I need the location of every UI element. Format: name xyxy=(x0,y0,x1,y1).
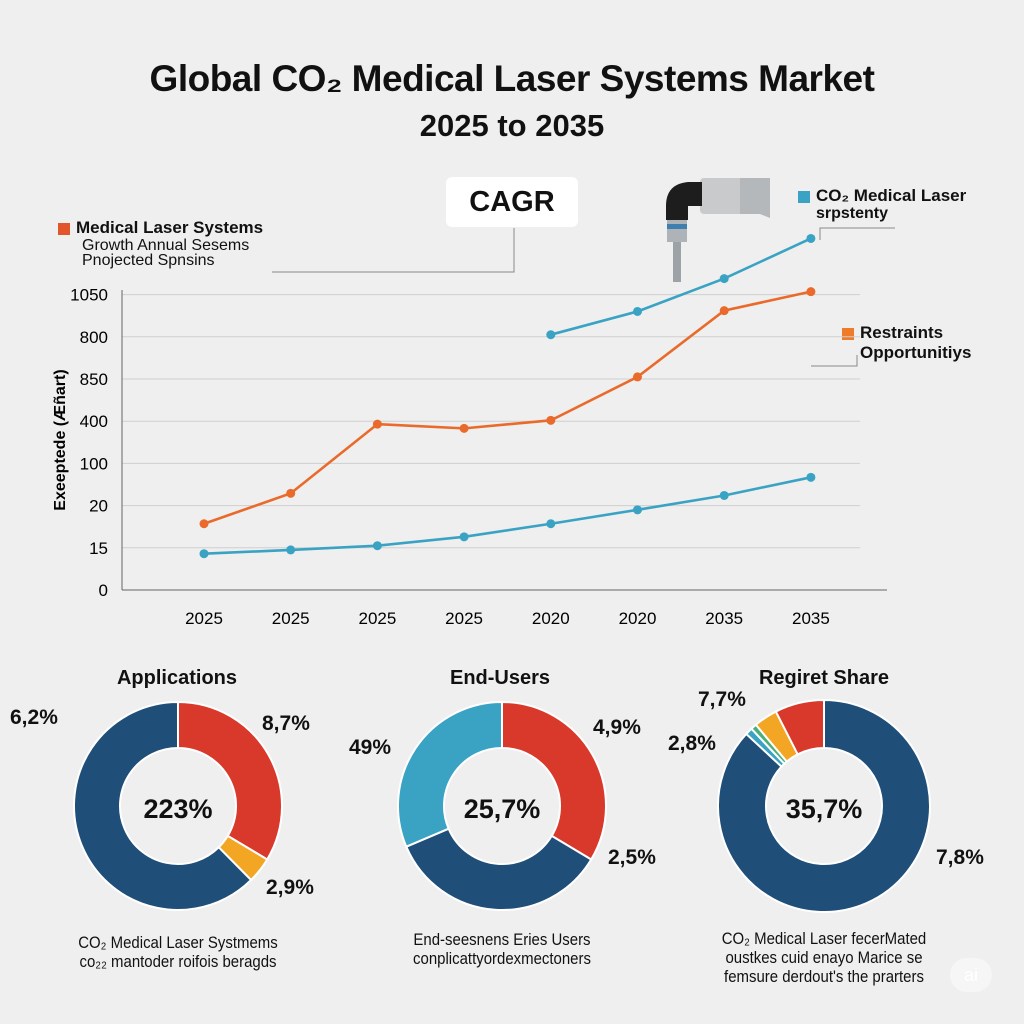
data-point xyxy=(806,287,816,297)
slice-label: 49% xyxy=(349,736,392,759)
callout-line xyxy=(272,228,515,273)
x-tick-label: 2035 xyxy=(792,609,830,628)
legend-swatch xyxy=(58,222,70,235)
donut-slice xyxy=(73,700,253,911)
y-tick-label: 850 xyxy=(80,370,108,389)
slice-label: 2,8% xyxy=(668,732,716,755)
data-point xyxy=(719,306,729,316)
legend-swatch xyxy=(798,190,810,203)
laser-handpiece-icon xyxy=(666,178,770,282)
data-point xyxy=(546,519,556,529)
donut-center-label: 223% xyxy=(143,794,213,824)
caption-end-users: End-seesnens Eries Users conplicattyorde… xyxy=(361,930,643,968)
caption-line: CO₂ Medical Laser Systmems xyxy=(78,933,278,952)
donut-slice xyxy=(774,698,825,756)
donut-slice xyxy=(404,827,593,911)
caption-applications: CO₂ Medical Laser Systmems co₂₂ mantoder… xyxy=(37,933,319,971)
donut-title-regional-share: Regiret Share xyxy=(758,667,890,689)
donut-title-applications: Applications xyxy=(116,667,237,689)
y-tick-label: 20 xyxy=(89,497,108,516)
legend-restraints: Restraints Opportunitiys xyxy=(842,323,971,363)
caption-line: oustkes cuid enayo Marice se xyxy=(725,948,923,967)
legend-co2-laser: CO₂ Medical Laser srpstenty xyxy=(798,186,967,222)
y-tick-label: 0 xyxy=(99,581,108,600)
data-point xyxy=(199,549,209,559)
donut-slice xyxy=(717,698,931,913)
legend-line: Pnojected Spnsins xyxy=(82,252,215,269)
data-point xyxy=(286,488,296,498)
y-tick-label: 400 xyxy=(80,412,108,431)
donut-center-label: 25,7% xyxy=(463,794,541,824)
caption-line: conplicattyordexmectoners xyxy=(413,949,591,968)
donut-slice xyxy=(501,700,607,861)
donut-slice xyxy=(177,700,283,861)
x-tick-label: 2025 xyxy=(445,609,483,628)
y-axis-label: Exeeptede (Æñart) xyxy=(52,369,69,510)
x-tick-label: 2020 xyxy=(532,609,570,628)
slice-label: 7,7% xyxy=(698,688,746,711)
chart-subtitle: 2025 to 2035 xyxy=(419,108,605,143)
data-point xyxy=(199,519,209,529)
data-point xyxy=(546,415,556,425)
legend-line: srpstenty xyxy=(816,205,889,222)
data-point xyxy=(372,541,382,551)
legend-line: Growth Annual Sesems xyxy=(82,237,250,254)
slice-label: 2,9% xyxy=(266,876,314,899)
y-tick-label: 1050 xyxy=(70,286,108,305)
donut-center-label: 35,7% xyxy=(785,794,863,824)
data-point xyxy=(806,472,816,482)
legend-title: CO₂ Medical Laser xyxy=(816,186,967,205)
legend-title: Medical Laser Systems xyxy=(76,218,264,237)
x-tick-label: 2025 xyxy=(272,609,310,628)
series-line xyxy=(203,476,812,556)
data-point xyxy=(719,274,729,284)
y-tick-label: 15 xyxy=(89,539,108,558)
y-tick-label: 800 xyxy=(80,328,108,347)
callout-line xyxy=(819,227,895,240)
donut-title-end-users: End-Users xyxy=(449,667,551,689)
callout-line xyxy=(811,355,858,367)
series-line xyxy=(203,290,812,525)
series-line xyxy=(550,237,812,336)
chart-title: Global CO₂ Medical Laser Systems Market xyxy=(149,58,875,99)
slice-label: 2,5% xyxy=(608,846,656,869)
caption-regional: CO₂ Medical Laser fecerMated oustkes cui… xyxy=(683,929,965,986)
data-point xyxy=(459,423,469,433)
x-tick-label: 2020 xyxy=(619,609,657,628)
slice-label: 6,2% xyxy=(10,706,58,729)
data-point xyxy=(719,490,729,500)
watermark-badge: ai xyxy=(950,958,992,992)
slice-label: 7,8% xyxy=(936,846,984,869)
donut-slice xyxy=(397,700,503,849)
data-point xyxy=(806,233,816,243)
legend-title: Restraints xyxy=(860,323,944,342)
x-tick-label: 2035 xyxy=(705,609,743,628)
data-point xyxy=(286,545,296,555)
legend-line: Opportunitiys xyxy=(860,343,972,362)
caption-line: End-seesnens Eries Users xyxy=(413,930,591,949)
caption-line: co₂₂ mantoder roifois beragds xyxy=(79,952,277,971)
data-point xyxy=(372,419,382,429)
data-point xyxy=(633,505,642,515)
data-point xyxy=(546,330,556,340)
x-tick-label: 2025 xyxy=(358,609,396,628)
data-point xyxy=(633,306,642,316)
cagr-label: CAGR xyxy=(446,177,578,227)
caption-line: CO₂ Medical Laser fecerMated xyxy=(721,929,927,948)
x-tick-label: 2025 xyxy=(185,609,223,628)
data-point xyxy=(633,372,642,382)
slice-label: 4,9% xyxy=(593,716,641,739)
y-tick-label: 100 xyxy=(80,454,108,473)
data-point xyxy=(459,532,469,542)
caption-line: femsure derdout's the prarters xyxy=(724,967,924,986)
legend-medical-laser: Medical Laser Systems Growth Annual Sese… xyxy=(58,218,264,269)
slice-label: 8,7% xyxy=(262,712,310,735)
